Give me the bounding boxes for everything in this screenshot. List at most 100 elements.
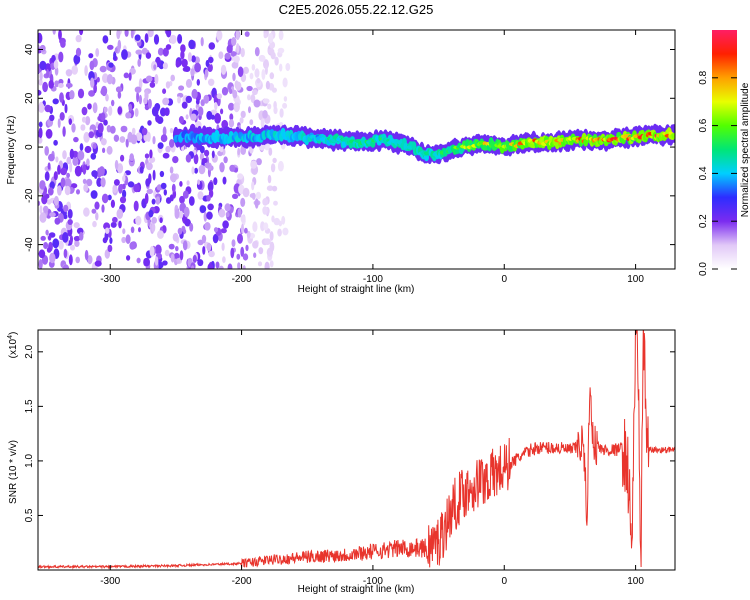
- noise-cell: [53, 139, 58, 146]
- noise-cell: [39, 44, 46, 52]
- noise-cell: [263, 222, 269, 231]
- noise-cell: [180, 50, 185, 60]
- noise-cell: [113, 179, 120, 186]
- noise-cell: [177, 96, 181, 104]
- multiplier-prefix: (x10: [8, 338, 19, 358]
- noise-cell: [256, 77, 261, 84]
- noise-cell: [85, 116, 91, 126]
- noise-cell: [123, 72, 129, 79]
- noise-cell: [237, 66, 244, 78]
- noise-cell: [191, 88, 198, 99]
- spectrogram-y-ticks: -40 -20 0 20 40: [24, 44, 675, 252]
- noise-cell: [117, 106, 123, 115]
- noise-cell: [103, 106, 108, 113]
- noise-cell: [125, 234, 131, 244]
- noise-cell: [249, 119, 254, 126]
- noise-cell: [179, 195, 185, 204]
- noise-cell: [271, 215, 275, 223]
- noise-cell: [220, 108, 224, 115]
- noise-cell: [84, 145, 92, 154]
- noise-cell: [94, 201, 100, 210]
- noise-cell: [270, 163, 276, 173]
- noise-cell: [62, 150, 67, 160]
- noise-cell: [135, 215, 142, 226]
- noise-cell: [52, 30, 56, 35]
- noise-cell: [282, 77, 288, 88]
- noise-cell: [252, 89, 258, 96]
- noise-cell: [154, 256, 159, 266]
- noise-cell: [281, 215, 286, 225]
- noise-cell: [160, 182, 167, 190]
- noise-cell: [110, 221, 117, 228]
- noise-cell: [165, 145, 171, 153]
- noise-cell: [159, 217, 163, 224]
- noise-cell: [184, 218, 191, 227]
- noise-cell: [266, 185, 274, 191]
- noise-cell: [254, 68, 260, 78]
- noise-cell: [64, 178, 72, 188]
- noise-cell: [216, 93, 222, 100]
- noise-cell: [48, 153, 55, 162]
- noise-cell: [116, 30, 121, 40]
- noise-cell: [106, 145, 113, 155]
- noise-cell: [149, 81, 156, 88]
- noise-cell: [199, 145, 205, 154]
- noise-cell: [235, 81, 242, 91]
- noise-cell: [213, 227, 219, 233]
- ridge-cell: [671, 132, 675, 139]
- noise-cell: [67, 219, 73, 225]
- noise-cell: [232, 193, 239, 199]
- noise-cell: [53, 171, 58, 181]
- noise-cell: [252, 240, 259, 249]
- noise-cell: [100, 138, 107, 146]
- noise-cell: [107, 244, 113, 253]
- noise-cell: [64, 103, 68, 114]
- noise-cell: [169, 166, 174, 174]
- noise-cell: [146, 162, 153, 171]
- noise-cell: [131, 127, 136, 136]
- noise-cell: [187, 52, 192, 62]
- noise-cell: [285, 63, 291, 71]
- noise-cell: [38, 136, 43, 144]
- noise-cell: [71, 65, 78, 75]
- noise-cell: [57, 185, 62, 196]
- colorbar-gradient: [712, 30, 737, 269]
- noise-cell: [129, 153, 134, 162]
- noise-cell: [93, 83, 97, 94]
- noise-cell: [205, 59, 210, 68]
- noise-cell: [251, 192, 256, 200]
- noise-cell: [242, 253, 249, 261]
- noise-cell: [196, 79, 200, 86]
- noise-cell: [201, 234, 207, 244]
- noise-cell: [206, 211, 213, 220]
- noise-cell: [218, 265, 224, 269]
- noise-cell: [39, 212, 47, 223]
- noise-cell: [54, 80, 59, 88]
- x-tick-label: 0: [501, 576, 507, 587]
- noise-cell: [163, 189, 167, 196]
- noise-cell: [258, 247, 264, 255]
- noise-cell: [69, 235, 73, 244]
- noise-cell: [146, 188, 153, 195]
- noise-cell: [79, 30, 84, 36]
- noise-cell: [75, 47, 82, 57]
- noise-cell: [268, 32, 274, 44]
- noise-cell: [231, 37, 237, 46]
- noise-cell: [165, 81, 171, 89]
- spectrogram-y-axis-label: Frequency (Hz): [6, 116, 17, 185]
- noise-cell: [134, 108, 139, 117]
- noise-cell: [265, 80, 270, 90]
- noise-cell: [200, 37, 204, 47]
- noise-cell: [138, 78, 143, 90]
- noise-cell: [171, 183, 176, 193]
- noise-cell: [70, 183, 78, 189]
- noise-cell: [198, 106, 204, 117]
- noise-cell: [64, 185, 71, 196]
- noise-cell: [71, 123, 76, 133]
- noise-cell: [260, 221, 265, 232]
- noise-cell: [249, 72, 254, 80]
- noise-cell: [216, 30, 223, 41]
- noise-cell: [152, 136, 156, 145]
- multiplier-close: ): [8, 332, 19, 335]
- noise-cell: [273, 200, 278, 206]
